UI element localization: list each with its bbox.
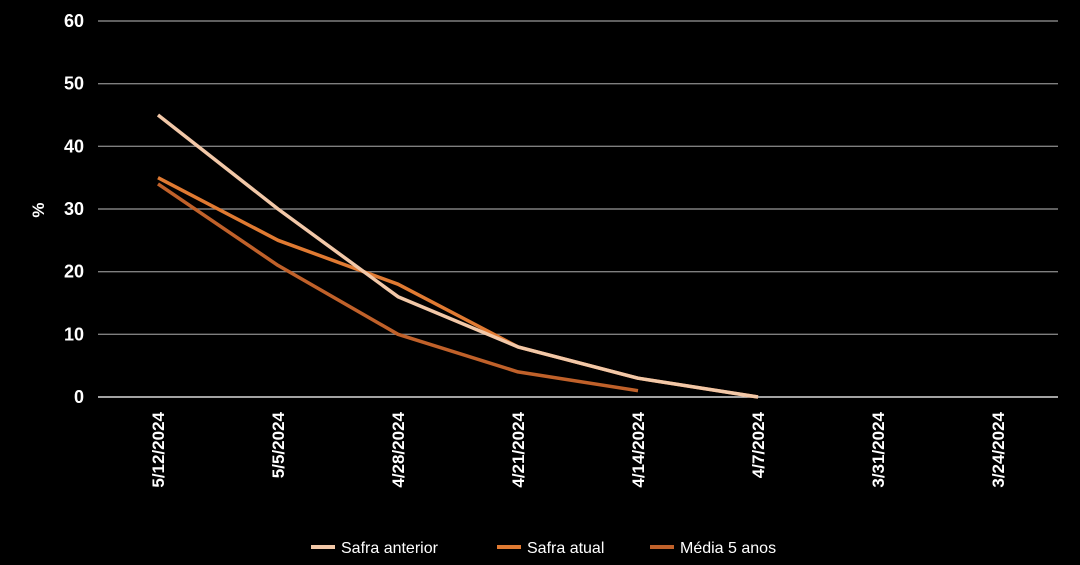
x-tick-label: 4/7/2024 — [749, 411, 768, 478]
x-tick-label: 3/24/2024 — [989, 411, 1008, 487]
y-tick-label: 60 — [64, 11, 84, 31]
gridlines — [98, 20, 1058, 398]
y-tick-label: 0 — [74, 387, 84, 407]
y-tick-label: 30 — [64, 199, 84, 219]
y-tick-label: 40 — [64, 136, 84, 156]
legend-label: Safra anterior — [341, 540, 439, 557]
x-tick-label: 4/21/2024 — [509, 411, 528, 487]
legend-label: Média 5 anos — [680, 540, 776, 557]
x-tick-label: 5/12/2024 — [149, 411, 168, 487]
series-lines — [156, 113, 759, 399]
legend-label: Safra atual — [527, 540, 604, 557]
y-tick-label: 50 — [64, 74, 84, 94]
legend: Safra anterior Safra atual Média 5 anos — [311, 540, 776, 557]
y-tick-label: 10 — [64, 324, 84, 344]
y-axis-label: % — [29, 202, 48, 217]
series-line-0 — [156, 113, 759, 399]
x-tick-label: 3/31/2024 — [869, 411, 888, 487]
y-axis-ticks: 0 10 20 30 40 50 60 — [64, 11, 84, 407]
x-tick-label: 4/28/2024 — [389, 411, 408, 487]
x-axis-ticks: 5/12/2024 5/5/2024 4/28/2024 4/21/2024 4/14/… — [149, 411, 1008, 487]
x-tick-label: 5/5/2024 — [269, 411, 288, 478]
series-line-2 — [157, 182, 639, 393]
x-tick-label: 4/14/2024 — [629, 411, 648, 487]
y-tick-label: 20 — [64, 262, 84, 282]
